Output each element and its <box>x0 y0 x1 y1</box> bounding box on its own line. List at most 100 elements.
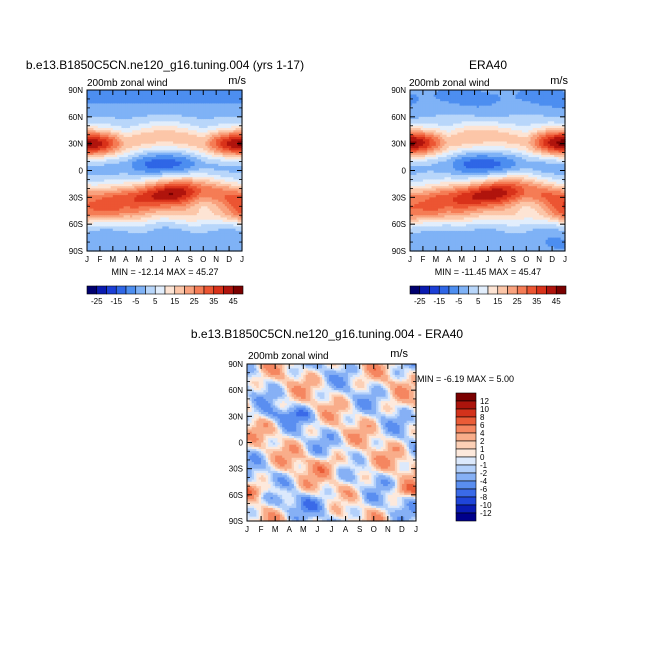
colorbar-swatch <box>455 408 477 418</box>
y-tick-label: 0 <box>402 167 407 176</box>
y-tick-label: 60S <box>69 220 83 229</box>
colorbar-swatch <box>174 285 185 295</box>
colorbar-swatch <box>193 285 205 295</box>
colorbar: -25 -15 -5 5 15 25 35 45 <box>86 285 244 306</box>
colorbar-swatch <box>546 285 557 295</box>
panel-title: b.e13.B1850C5CN.ne120_g16.tuning.004 - E… <box>191 327 464 341</box>
y-tick-label: 90N <box>391 86 406 95</box>
colorbar-tick-label: -15 <box>110 297 122 306</box>
colorbar-tick-label: -6 <box>480 485 488 494</box>
x-tick-label: J <box>473 255 477 264</box>
x-tick-label: J <box>315 525 319 534</box>
x-tick-label: J <box>414 525 418 534</box>
x-tick-label: A <box>498 255 504 264</box>
colorbar-swatch <box>455 400 477 410</box>
colorbar-swatch <box>458 285 469 295</box>
colorbar-swatch <box>455 424 477 434</box>
panel-title: ERA40 <box>469 58 507 72</box>
y-tick-label: 30N <box>391 140 406 149</box>
panel-left-label: 200mb zonal wind <box>248 351 329 362</box>
x-tick-label: A <box>123 255 129 264</box>
y-tick-label: 30S <box>392 193 406 202</box>
x-tick-label: F <box>420 255 425 264</box>
colorbar-swatch <box>164 285 176 295</box>
colorbar-swatch <box>497 285 508 295</box>
colorbar-tick-label: -2 <box>480 469 488 478</box>
y-tick-label: 30S <box>229 465 243 474</box>
x-tick-label: M <box>432 255 439 264</box>
colorbar-swatch <box>455 512 477 522</box>
colorbar-swatch <box>86 285 98 295</box>
x-tick-label: F <box>259 525 264 534</box>
colorbar-swatch <box>213 285 224 295</box>
colorbar-tick-label: 5 <box>476 297 481 306</box>
x-tick-label: J <box>330 525 334 534</box>
x-tick-label: D <box>226 255 232 264</box>
colorbar-tick-label: 12 <box>480 397 489 406</box>
colorbar-tick-label: -12 <box>480 509 492 518</box>
colorbar-swatch <box>455 448 477 458</box>
colorbar-tick-label: 4 <box>480 429 485 438</box>
x-tick-label: M <box>300 525 307 534</box>
colorbar-swatch <box>448 285 460 295</box>
x-tick-label: S <box>188 255 193 264</box>
colorbar-swatch <box>125 285 137 295</box>
x-tick-label: M <box>109 255 116 264</box>
colorbar-swatch <box>455 472 477 482</box>
colorbar-swatch <box>115 285 127 295</box>
colorbar-swatch <box>536 285 547 295</box>
colorbar-tick-label: 15 <box>170 297 179 306</box>
colorbar-tick-label: -5 <box>132 297 140 306</box>
y-tick-label: 90N <box>228 360 243 369</box>
y-tick-label: 30N <box>68 140 83 149</box>
colorbar-tick-label: 8 <box>480 413 485 422</box>
colorbar-swatch <box>96 285 107 295</box>
panel-left-label: 200mb zonal wind <box>87 78 168 89</box>
min-max-stats: MIN = -11.45 MAX = 45.47 <box>435 267 541 277</box>
y-tick-label: 0 <box>239 439 244 448</box>
colorbar-tick-label: -25 <box>414 297 426 306</box>
colorbar-swatch <box>455 504 477 514</box>
colorbar-swatch <box>455 480 477 490</box>
x-tick-label: J <box>408 255 412 264</box>
y-tick-label: 90N <box>68 86 83 95</box>
x-tick-label: A <box>287 525 293 534</box>
colorbar-swatch <box>455 496 477 506</box>
colorbar-tick-label: -15 <box>433 297 445 306</box>
x-tick-label: J <box>563 255 567 264</box>
colorbar-swatch <box>487 285 499 295</box>
colorbar-swatch <box>477 285 489 295</box>
colorbar-tick-label: -1 <box>480 461 488 470</box>
colorbar-swatch <box>468 285 479 295</box>
y-tick-label: 60N <box>228 386 243 395</box>
x-tick-label: N <box>213 255 219 264</box>
colorbar-swatch <box>223 285 234 295</box>
colorbar-tick-label: -25 <box>91 297 103 306</box>
x-tick-label: A <box>343 525 349 534</box>
x-tick-label: A <box>446 255 452 264</box>
colorbar-tick-label: -4 <box>480 477 488 486</box>
contour-fill <box>247 364 417 522</box>
x-tick-label: J <box>163 255 167 264</box>
y-tick-label: 90S <box>69 247 83 256</box>
x-tick-label: J <box>240 255 244 264</box>
colorbar-swatch <box>203 285 215 295</box>
colorbar-swatch <box>145 285 156 295</box>
x-tick-label: M <box>458 255 465 264</box>
x-tick-label: O <box>523 255 529 264</box>
x-tick-label: J <box>245 525 249 534</box>
x-tick-label: N <box>385 525 391 534</box>
contour-fill <box>410 90 566 252</box>
colorbar-tick-label: 45 <box>552 297 561 306</box>
colorbar-tick-label: 6 <box>480 421 485 430</box>
colorbar-tick-label: -10 <box>480 501 492 510</box>
y-tick-label: 30N <box>228 412 243 421</box>
x-tick-label: S <box>357 525 362 534</box>
colorbar-swatch <box>409 285 421 295</box>
y-tick-label: 60N <box>68 113 83 122</box>
colorbar-tick-label: 5 <box>153 297 158 306</box>
colorbar-swatch <box>106 285 117 295</box>
